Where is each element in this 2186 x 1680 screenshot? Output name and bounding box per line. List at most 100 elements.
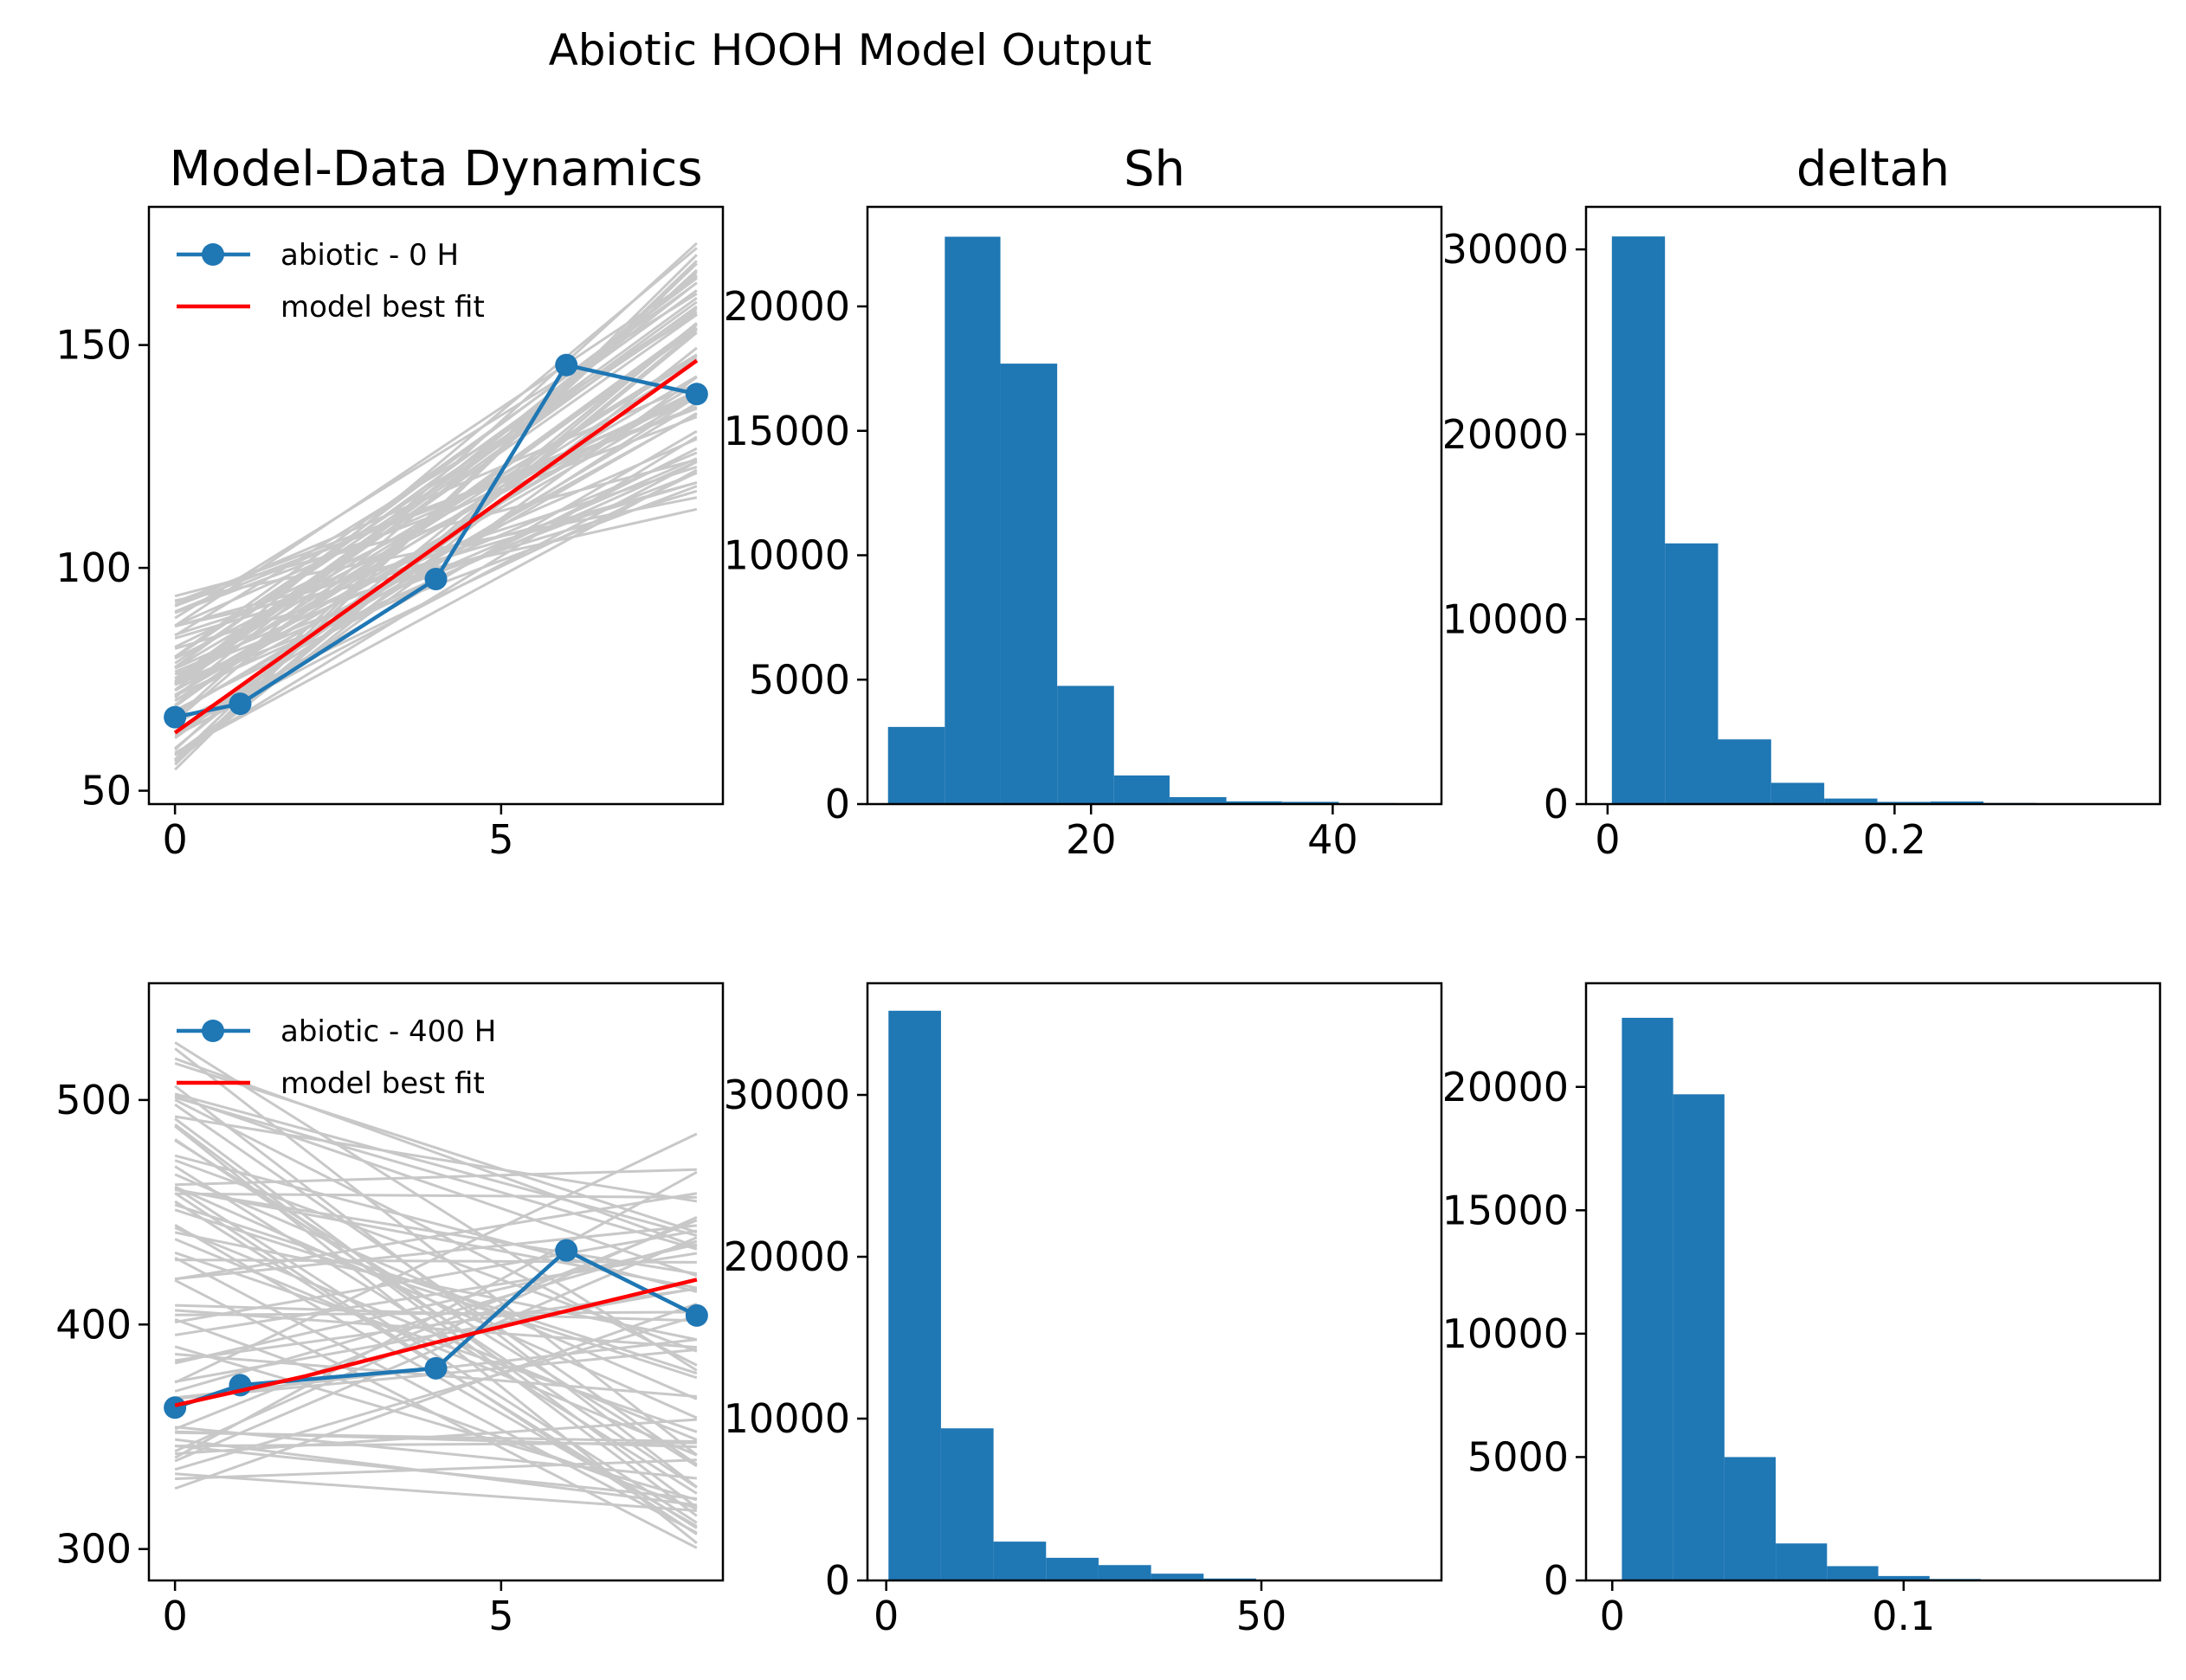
ensemble-line <box>174 293 698 620</box>
ensemble-line <box>175 1418 697 1456</box>
ensemble-line <box>174 1243 698 1365</box>
ensemble-line <box>174 1094 698 1278</box>
ensemble-line <box>174 1426 698 1480</box>
ensemble-line <box>174 300 698 683</box>
histogram-bar <box>1169 796 1227 804</box>
ensemble-line <box>174 1315 698 1471</box>
ensemble-line <box>174 281 698 659</box>
legend-data-marker <box>202 1020 224 1042</box>
histogram-bar <box>888 1010 941 1580</box>
ensemble-line <box>174 1192 698 1281</box>
y-tick-label: 0 <box>1544 1557 1569 1604</box>
y-tick-label: 150 <box>55 322 132 369</box>
y-tick-label: 5000 <box>1467 1433 1569 1480</box>
data-point <box>685 383 708 406</box>
ensemble-line <box>174 1138 698 1489</box>
data-point <box>229 692 252 716</box>
legend-data-marker <box>202 243 224 266</box>
ensemble-line <box>174 1103 698 1466</box>
ensemble-line <box>174 412 698 702</box>
y-tick-label: 0 <box>1544 781 1569 827</box>
axes-frame <box>866 982 1443 1582</box>
ensemble-line <box>174 346 698 763</box>
histogram-bar <box>945 236 1001 804</box>
panel-dyn0: abiotic - 0 H model best fit 0 5 50 100 150 Mo… <box>55 141 725 863</box>
x-tick-label: 0 <box>874 1593 899 1639</box>
panel-deltah400: 0 0.1 0 5000 10000 15000 20000 <box>1442 982 2162 1639</box>
histogram-bar <box>1665 543 1718 804</box>
panel-sh0: 20 40 0 5000 10000 15000 20000 Sh <box>724 141 1443 863</box>
ensemble-line <box>174 407 698 608</box>
x-tick-label: 0.2 <box>1863 816 1926 863</box>
ensemble-line <box>174 1115 698 1203</box>
histogram-bar <box>1611 236 1666 804</box>
y-tick-label: 50 <box>81 768 132 814</box>
ensemble-line <box>174 327 698 708</box>
x-tick-label: 20 <box>1066 816 1117 863</box>
histogram-bar <box>887 726 945 804</box>
histogram-bar <box>940 1428 994 1580</box>
ensemble-line <box>174 1185 698 1419</box>
legend-label-data: abiotic - 0 H <box>281 238 459 273</box>
ensemble-line <box>174 383 698 702</box>
best-fit-line <box>173 358 699 735</box>
panel-title: deltah <box>1796 141 1950 197</box>
ensemble-line <box>174 1096 698 1251</box>
y-tick-label: 300 <box>55 1526 132 1573</box>
axes-frame <box>1584 205 2162 806</box>
y-tick-label: 0 <box>825 1557 850 1604</box>
histogram-bar <box>1877 801 1931 804</box>
axes-frame <box>866 205 1443 806</box>
ensemble-line <box>174 1438 698 1507</box>
x-tick-label: 0 <box>162 816 187 863</box>
ensemble-line <box>174 1123 698 1517</box>
histogram-bar <box>1827 1566 1879 1580</box>
ensemble-line <box>174 1219 698 1431</box>
plot-area-sh400 <box>888 1010 1362 1580</box>
y-tick-label: 30000 <box>1442 226 1569 273</box>
y-tick-label: 500 <box>55 1077 132 1123</box>
histogram-bar <box>1151 1574 1204 1580</box>
y-tick-label: 5000 <box>749 656 850 703</box>
x-tick-label: 5 <box>488 1593 513 1639</box>
y-tick-label: 10000 <box>1442 595 1569 642</box>
histogram-bar <box>1930 801 1984 804</box>
histogram-bar <box>1000 364 1058 804</box>
x-tick-label: 0.1 <box>1872 1593 1935 1639</box>
figure-title: Abiotic HOOH Model Output <box>549 25 1152 75</box>
panel-title: Model-Data Dynamics <box>170 141 703 197</box>
panel-dyn400: abiotic - 400 H model best fit 0 5 300 400 50… <box>55 982 725 1639</box>
ensemble-line <box>174 1098 698 1367</box>
ensemble-line <box>175 1258 697 1264</box>
ensemble-line <box>175 1168 697 1187</box>
data-point <box>555 353 578 377</box>
legend-dyn0: abiotic - 0 H model best fit <box>177 238 485 325</box>
axes-frame <box>147 205 725 806</box>
ensemble-line <box>174 1132 698 1384</box>
ensemble-line <box>174 1186 698 1524</box>
ensemble-line <box>175 1472 697 1512</box>
plot-area-deltah0 <box>1611 236 2090 804</box>
data-point <box>685 1303 708 1327</box>
y-tick-label: 20000 <box>724 1233 850 1280</box>
ensemble-line <box>174 392 698 660</box>
ensemble-line <box>174 397 698 613</box>
histogram-bar <box>1046 1557 1099 1580</box>
ensemble-line <box>174 1062 698 1234</box>
ensemble-line <box>174 1173 698 1400</box>
ensemble-line <box>174 1041 698 1372</box>
histogram-bar <box>1776 1543 1828 1580</box>
plot-area-deltah400 <box>1622 1017 2084 1580</box>
ensemble-line <box>174 1317 698 1510</box>
x-tick-label: 0 <box>1600 1593 1625 1639</box>
axes-frame <box>1584 982 2162 1582</box>
ensemble-line <box>174 1154 698 1293</box>
ensemble-line <box>174 289 698 669</box>
data-point <box>424 567 448 590</box>
legend-label-data: abiotic - 400 H <box>281 1014 496 1049</box>
histogram-bar <box>1824 798 1878 804</box>
y-tick-label: 30000 <box>724 1072 850 1118</box>
